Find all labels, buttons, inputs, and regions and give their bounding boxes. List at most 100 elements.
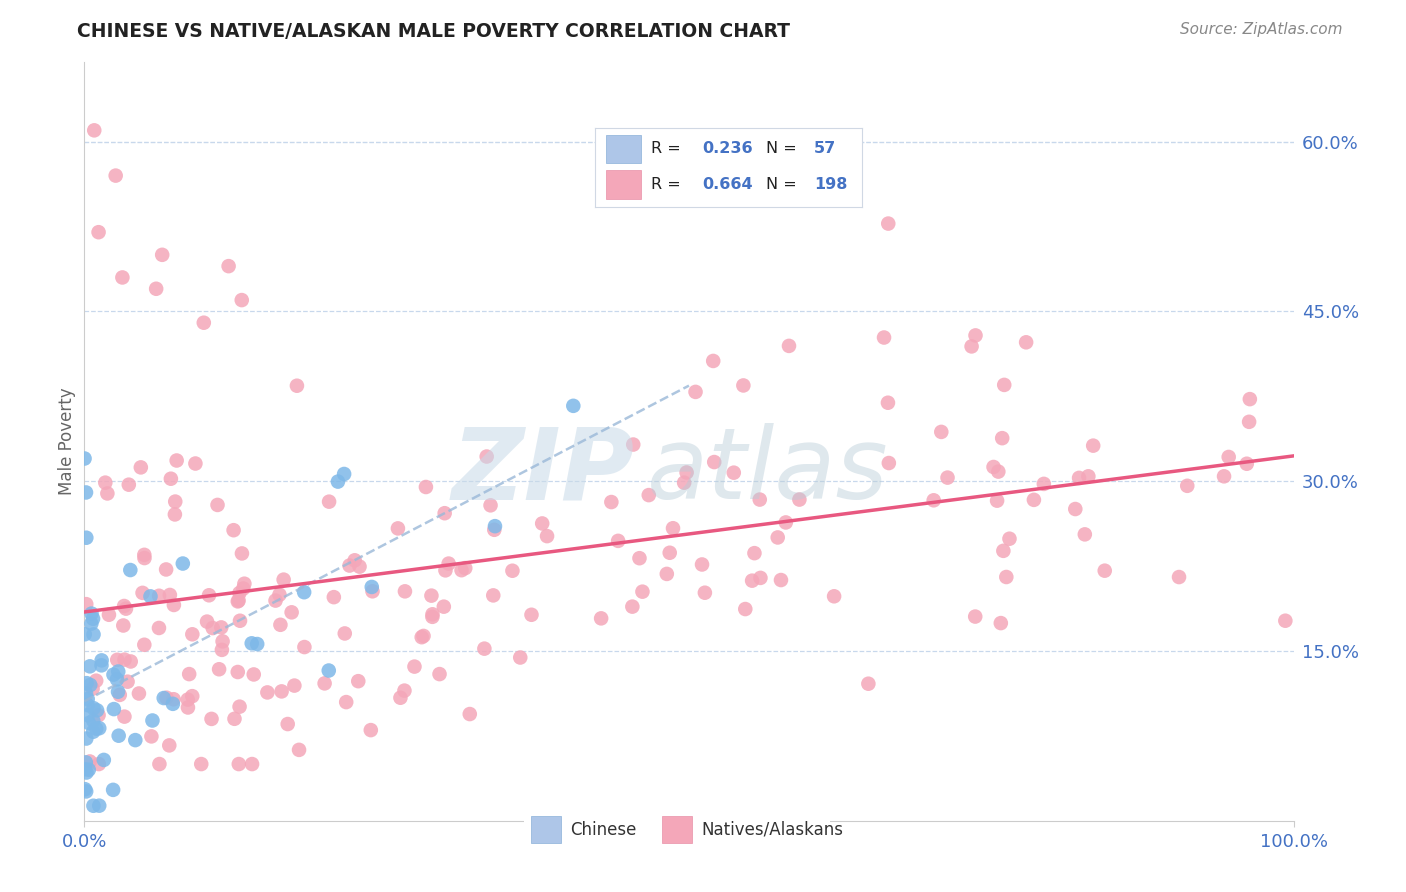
Point [166,453,188,467]
Point [394,683,416,698]
Point [420,589,443,603]
Point [193,316,215,330]
Point [749,571,772,585]
Point [520,607,543,622]
Point [269,617,291,632]
Point [628,551,651,566]
Point [993,377,1015,392]
Point [339,558,361,573]
Point [79,678,101,692]
Point [280,605,302,619]
Text: Natives/Alaskans: Natives/Alaskans [702,821,844,838]
Point [103,702,125,716]
Point [484,519,506,533]
Point [474,641,496,656]
Point [77,716,100,731]
Point [673,475,696,490]
Point [73,782,96,797]
Text: Source: ZipAtlas.com: Source: ZipAtlas.com [1180,22,1343,37]
Point [877,217,900,231]
Point [360,580,382,594]
Y-axis label: Male Poverty: Male Poverty [58,388,76,495]
Point [264,593,287,607]
Point [1067,471,1090,485]
Point [97,607,120,622]
Point [475,450,498,464]
Point [112,599,135,613]
Point [294,640,316,654]
Point [433,506,456,520]
Text: N =: N = [766,142,801,156]
Point [73,762,96,776]
Point [361,584,384,599]
Point [75,485,97,500]
Point [86,703,108,717]
Point [107,729,129,743]
Point [75,756,97,770]
Point [177,700,200,714]
Point [181,627,204,641]
Point [531,516,554,531]
Text: R =: R = [651,142,686,156]
Point [76,765,98,780]
Point [936,470,959,484]
Point [242,667,264,681]
Point [79,659,101,673]
Point [631,584,654,599]
Point [148,621,170,635]
Point [139,590,162,604]
Point [160,472,183,486]
Point [75,784,97,798]
Point [201,621,224,635]
Point [987,465,1010,479]
Point [157,739,180,753]
Point [90,653,112,667]
Bar [662,816,692,843]
Point [211,634,233,648]
Point [536,529,558,543]
Point [877,456,900,470]
Point [131,586,153,600]
Point [103,667,125,681]
Point [600,495,623,509]
Point [82,798,104,813]
Point [134,548,156,562]
Point [111,270,134,285]
Point [922,493,945,508]
Point [415,480,437,494]
Point [89,721,111,735]
Point [82,612,104,626]
Point [983,460,1005,475]
Point [87,225,110,239]
Point [150,248,173,262]
Point [995,570,1018,584]
Point [658,546,681,560]
Point [333,467,356,481]
Point [607,533,630,548]
Point [873,330,896,344]
Point [163,598,186,612]
Point [83,627,105,641]
Point [200,712,222,726]
Point [228,699,250,714]
Point [347,674,370,689]
Text: CHINESE VS NATIVE/ALASKAN MALE POVERTY CORRELATION CHART: CHINESE VS NATIVE/ALASKAN MALE POVERTY C… [77,22,790,41]
Point [179,667,201,681]
Point [105,673,128,687]
Point [690,558,713,572]
Point [1077,469,1099,483]
Point [965,609,987,624]
Text: ZIP: ZIP [451,424,634,520]
Point [637,488,659,502]
Point [318,664,340,678]
Point [283,679,305,693]
Point [858,676,880,690]
Point [129,460,152,475]
Point [685,384,707,399]
Point [155,690,177,705]
Point [75,686,97,700]
Point [986,493,1008,508]
Point [233,576,256,591]
Point [228,757,250,772]
Point [1022,492,1045,507]
